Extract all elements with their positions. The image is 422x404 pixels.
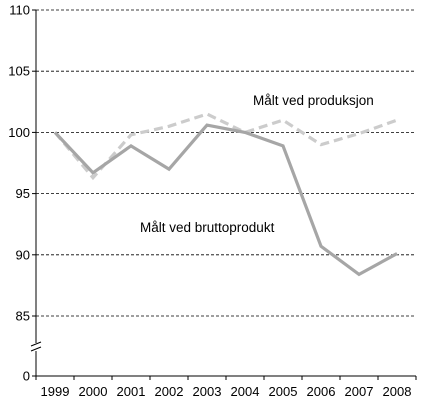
series-label-bruttoprodukt: Målt ved bruttoprodukt [140,220,275,235]
y-tick-label-110: 110 [9,3,30,18]
x-tick-label-2004: 2004 [231,384,260,399]
y-tick-label-85: 85 [16,309,30,324]
series-labels: Målt ved produksjon Målt ved bruttoprodu… [140,93,374,235]
axis-break-gap [31,343,41,351]
x-tick-label-2007: 2007 [345,384,374,399]
x-tick-label-2003: 2003 [193,384,222,399]
grid-lines [36,9,416,317]
series-label-produksjon: Målt ved produksjon [253,93,374,108]
series-line-0 [53,112,398,181]
y-tick-label-105: 105 [8,64,30,79]
y-tick-label-0: 0 [23,369,30,384]
x-tick-label-1999: 1999 [41,384,70,399]
x-tick-label-2000: 2000 [79,384,108,399]
y-tick-label-90: 90 [16,247,30,262]
y-tick-labels: 0 85 90 95 100 105 110 [8,3,30,384]
axis-break-mark-2 [30,346,42,352]
axis-break-mark-1 [30,341,42,347]
x-tick-label-2002: 2002 [155,384,184,399]
series-line-1 [53,123,398,277]
x-tick-label-2001: 2001 [117,384,146,399]
axes [30,9,417,380]
y-tick-label-100: 100 [8,125,30,140]
x-tick-label-2008: 2008 [383,384,412,399]
y-tick-label-95: 95 [16,186,30,201]
series-lines [53,112,398,277]
x-tick-label-2006: 2006 [307,384,336,399]
x-tick-labels: 1999 2000 2001 2002 2003 2004 2005 2006 2007 2008 [41,384,412,399]
x-tick-label-2005: 2005 [269,384,298,399]
